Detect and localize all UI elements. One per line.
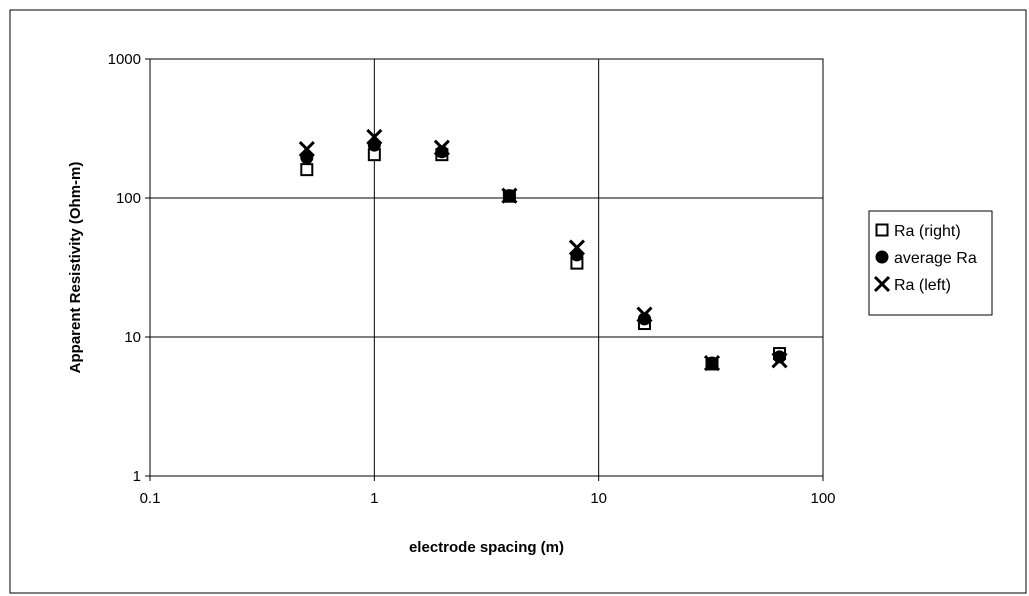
legend-box: [868, 210, 993, 316]
point-ra-left: [366, 128, 383, 145]
legend-marker-average-ra: [875, 250, 889, 264]
point-average-ra: [435, 145, 449, 159]
point-ra-left: [703, 354, 721, 372]
point-average-ra: [773, 350, 787, 364]
point-ra-left: [298, 140, 315, 158]
y-tick-label: 100: [116, 190, 141, 207]
y-tick-label: 1000: [108, 51, 141, 68]
legend-label-ra-right: Ra (right): [894, 223, 961, 240]
legend-marker-ra-left: [873, 275, 891, 293]
data-points: [298, 128, 788, 372]
point-ra-right: [300, 163, 314, 177]
point-ra-left: [433, 139, 450, 156]
point-ra-left: [771, 352, 788, 369]
y-tick-label: 10: [124, 329, 141, 346]
y-tick-label: 1: [133, 468, 141, 485]
x-tick-label: 1: [370, 490, 378, 507]
legend-label-ra-left: Ra (left): [894, 277, 951, 294]
axes: 0.1 1 10 100 1 10 100 1000: [108, 51, 836, 507]
chart-border: [9, 9, 1027, 594]
x-tick-label: 100: [810, 490, 835, 507]
x-tick-label: 0.1: [140, 490, 161, 507]
point-ra-left: [501, 187, 518, 204]
legend-marker-ra-right: [875, 223, 889, 237]
gridlines: [149, 58, 824, 477]
legend-label-average-ra: average Ra: [894, 250, 977, 267]
point-ra-left: [636, 306, 653, 323]
legend: Ra (right) average Ra Ra (left): [868, 210, 993, 316]
y-axis-title: Apparent Resistivity (Ohm-m): [67, 162, 84, 374]
x-tick-label: 10: [590, 490, 607, 507]
x-axis-title: electrode spacing (m): [409, 539, 564, 556]
point-average-ra: [637, 312, 651, 326]
point-average-ra: [300, 151, 314, 165]
point-ra-left: [568, 239, 585, 256]
